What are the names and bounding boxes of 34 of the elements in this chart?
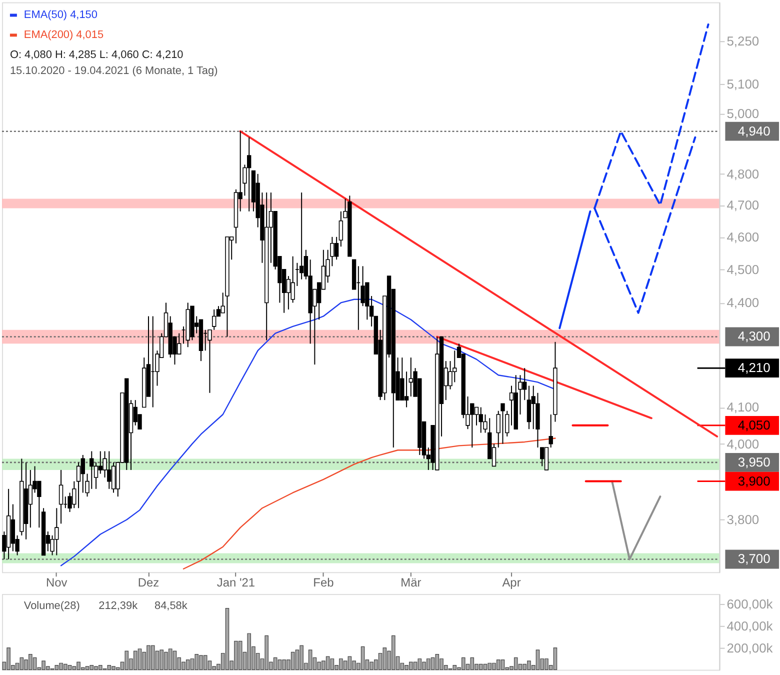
legend-label: EMA(50) 4,150 <box>24 9 98 22</box>
y-tick-label: 4,700 <box>726 198 760 213</box>
x-tick-label: Feb <box>313 576 334 590</box>
y-tick-label: 5,000 <box>726 106 760 121</box>
x-tick-label: Apr <box>502 576 521 590</box>
ref-line-label: 4,940 <box>738 123 770 138</box>
y-tick-label: 4,600 <box>726 229 760 244</box>
y-tick-label: 4,100 <box>726 400 760 415</box>
y-tick-label: 400,00k <box>726 618 774 634</box>
legend-label: EMA(200) 4,015 <box>24 29 104 42</box>
y-tick-label: 5,100 <box>726 76 760 92</box>
x-tick-label: Jan '21 <box>216 576 256 590</box>
annotation: 212,39k <box>98 600 138 612</box>
y-tick-label: 4,500 <box>726 262 760 277</box>
y-tick-label: 5,250 <box>726 34 760 49</box>
y-tick-label: 4,800 <box>726 166 760 182</box>
x-tick-label: Nov <box>46 576 68 590</box>
text: O: 4,080 H: 4,285 L: 4,060 C: 4,210 <box>10 49 184 62</box>
y-tick-label: 3,800 <box>726 512 760 528</box>
ref-line-label: 4,300 <box>738 328 770 344</box>
y-tick-label: 4,000 <box>726 436 760 452</box>
y-tick-label: 600,00k <box>726 596 774 612</box>
y-tick-label: 200,00k <box>726 640 774 656</box>
x-tick-label: Dez <box>138 576 160 590</box>
ref-line-label: 4,050 <box>738 417 770 432</box>
annotation: Volume(28) <box>24 600 80 612</box>
ref-line-label: 4,210 <box>738 360 770 376</box>
ref-line-label: 3,700 <box>738 551 770 566</box>
y-tick-label: 4,400 <box>726 295 760 310</box>
ref-line-label: 3,900 <box>738 473 770 488</box>
text: 15.10.2020 - 19.04.2021 (6 Monate, 1 Tag) <box>10 65 218 78</box>
annotation: 84,58k <box>154 600 188 612</box>
ref-line-label: 3,950 <box>738 454 770 470</box>
x-tick-label: Mär <box>400 576 422 590</box>
